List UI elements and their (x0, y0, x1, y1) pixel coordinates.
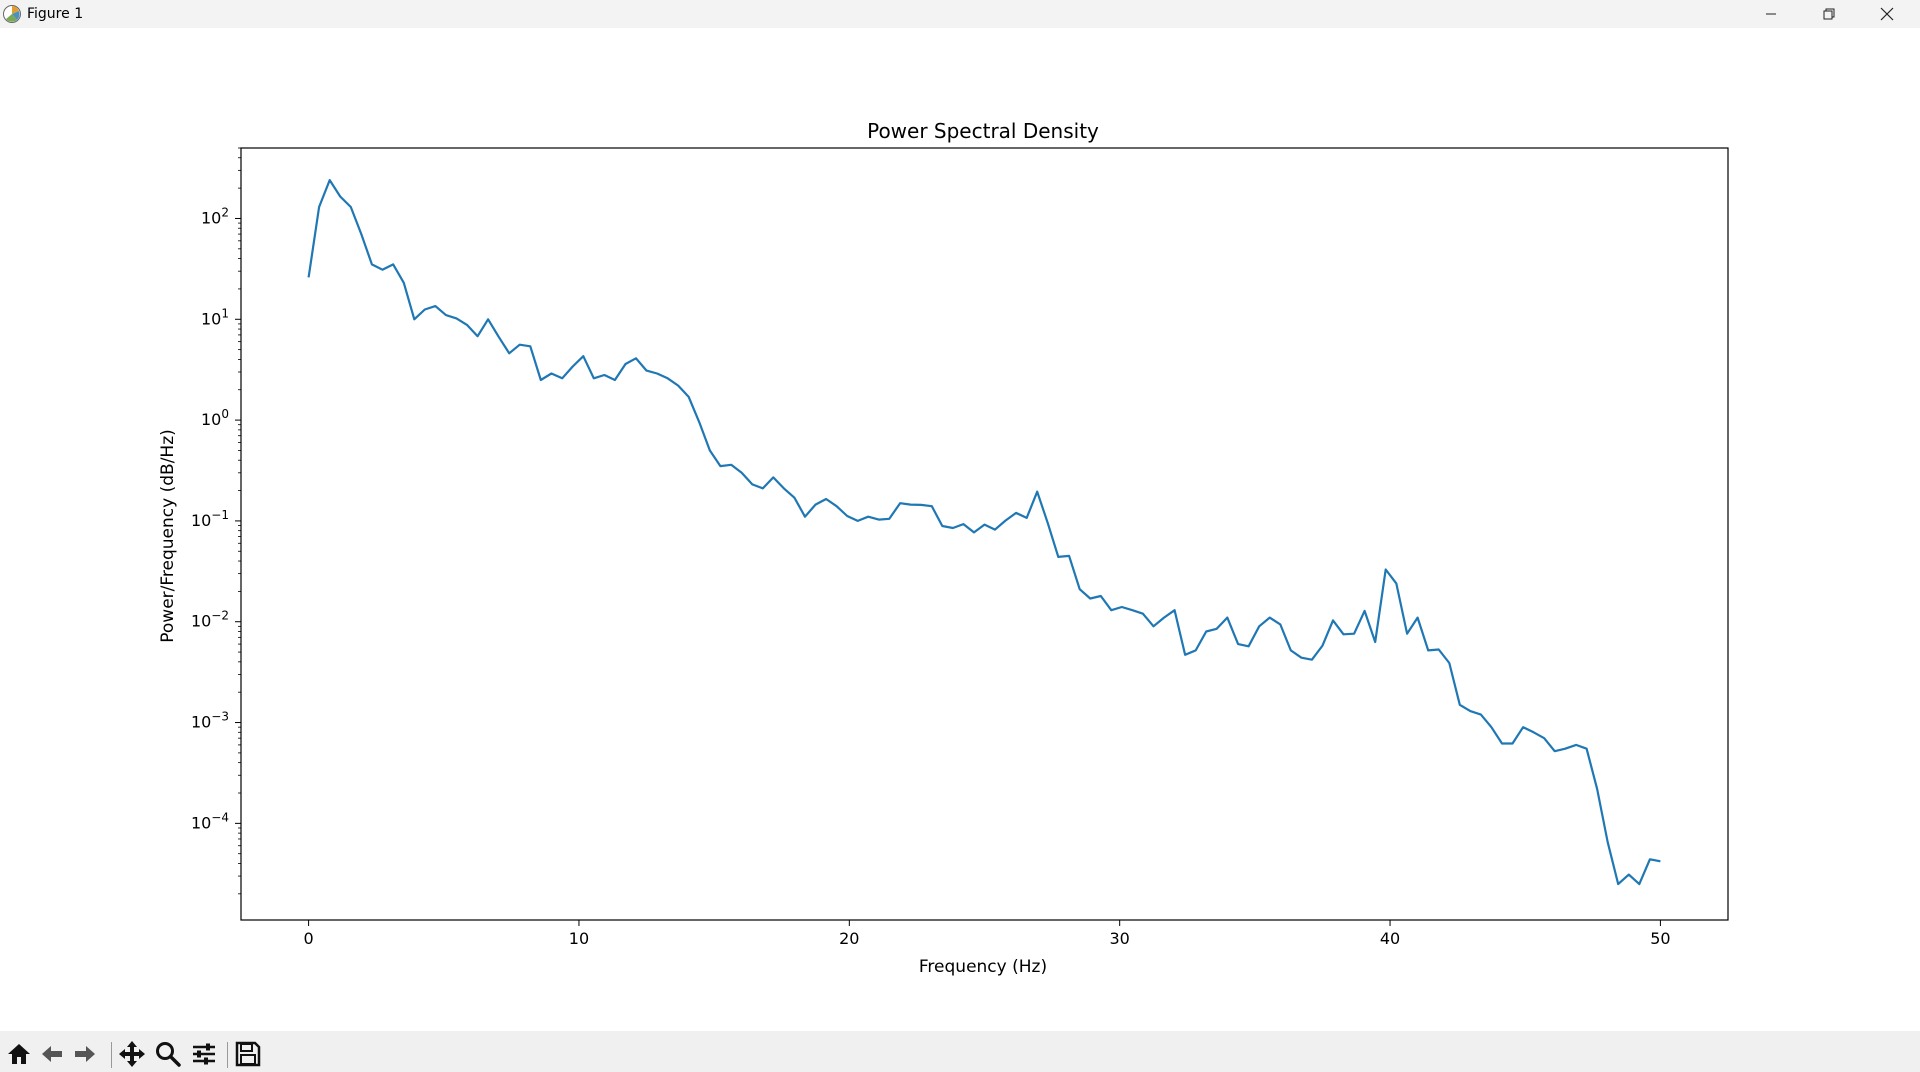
save-button[interactable] (234, 1040, 262, 1068)
home-button[interactable] (5, 1040, 33, 1068)
back-button[interactable] (38, 1040, 66, 1068)
sliders-icon (193, 1043, 215, 1065)
y-tick-label: 10−1 (191, 508, 229, 530)
y-tick-label: 102 (201, 205, 229, 227)
close-icon (1880, 7, 1894, 21)
magnifier-icon (156, 1042, 181, 1067)
y-axis-label: Power/Frequency (dB/Hz) (158, 429, 178, 643)
move-icon (119, 1041, 145, 1067)
floppy-disk-icon (235, 1041, 261, 1067)
figure-canvas[interactable]: Power Spectral Density 0 10 20 30 40 50 10−4 10… (0, 28, 1920, 1031)
x-axis-label: Frequency (Hz) (919, 957, 1047, 977)
close-button[interactable] (1858, 0, 1916, 28)
minimize-icon (1766, 13, 1776, 15)
plot-frame (240, 147, 1729, 921)
plot-axes: 0 10 20 30 40 50 10−4 10−3 10−2 10−1 100 101 102 (191, 147, 1729, 948)
home-icon (8, 1044, 30, 1064)
psd-chart: Power Spectral Density 0 10 20 30 40 50 10−4 10… (158, 119, 1729, 977)
x-tick-label: 40 (1380, 929, 1400, 948)
restore-icon (1823, 8, 1835, 20)
forward-button[interactable] (71, 1040, 99, 1068)
arrow-left-icon (42, 1046, 62, 1062)
psd-series-line (307, 179, 1661, 886)
x-tick-label: 50 (1650, 929, 1670, 948)
window-titlebar: Figure 1 (0, 0, 1920, 28)
navigation-toolbar (0, 1031, 1920, 1072)
y-tick-label: 10−3 (191, 710, 229, 732)
pan-button[interactable] (118, 1040, 146, 1068)
x-tick-label: 0 (303, 929, 313, 948)
minimize-button[interactable] (1742, 0, 1800, 28)
restore-button[interactable] (1800, 0, 1858, 28)
chart-title: Power Spectral Density (867, 119, 1099, 143)
y-tick-label: 100 (201, 407, 229, 429)
y-tick-label: 10−4 (191, 810, 229, 832)
toolbar-separator (111, 1042, 112, 1068)
window-title: Figure 1 (27, 6, 84, 22)
x-tick-label: 10 (569, 929, 589, 948)
matplotlib-logo-icon (3, 5, 21, 23)
configure-subplots-button[interactable] (190, 1040, 218, 1068)
x-tick-label: 20 (839, 929, 859, 948)
zoom-button[interactable] (154, 1040, 182, 1068)
y-tick-label: 10−2 (191, 609, 229, 631)
toolbar-separator (227, 1042, 228, 1068)
arrow-right-icon (75, 1046, 95, 1062)
y-tick-label: 101 (201, 306, 229, 328)
x-tick-label: 30 (1110, 929, 1130, 948)
